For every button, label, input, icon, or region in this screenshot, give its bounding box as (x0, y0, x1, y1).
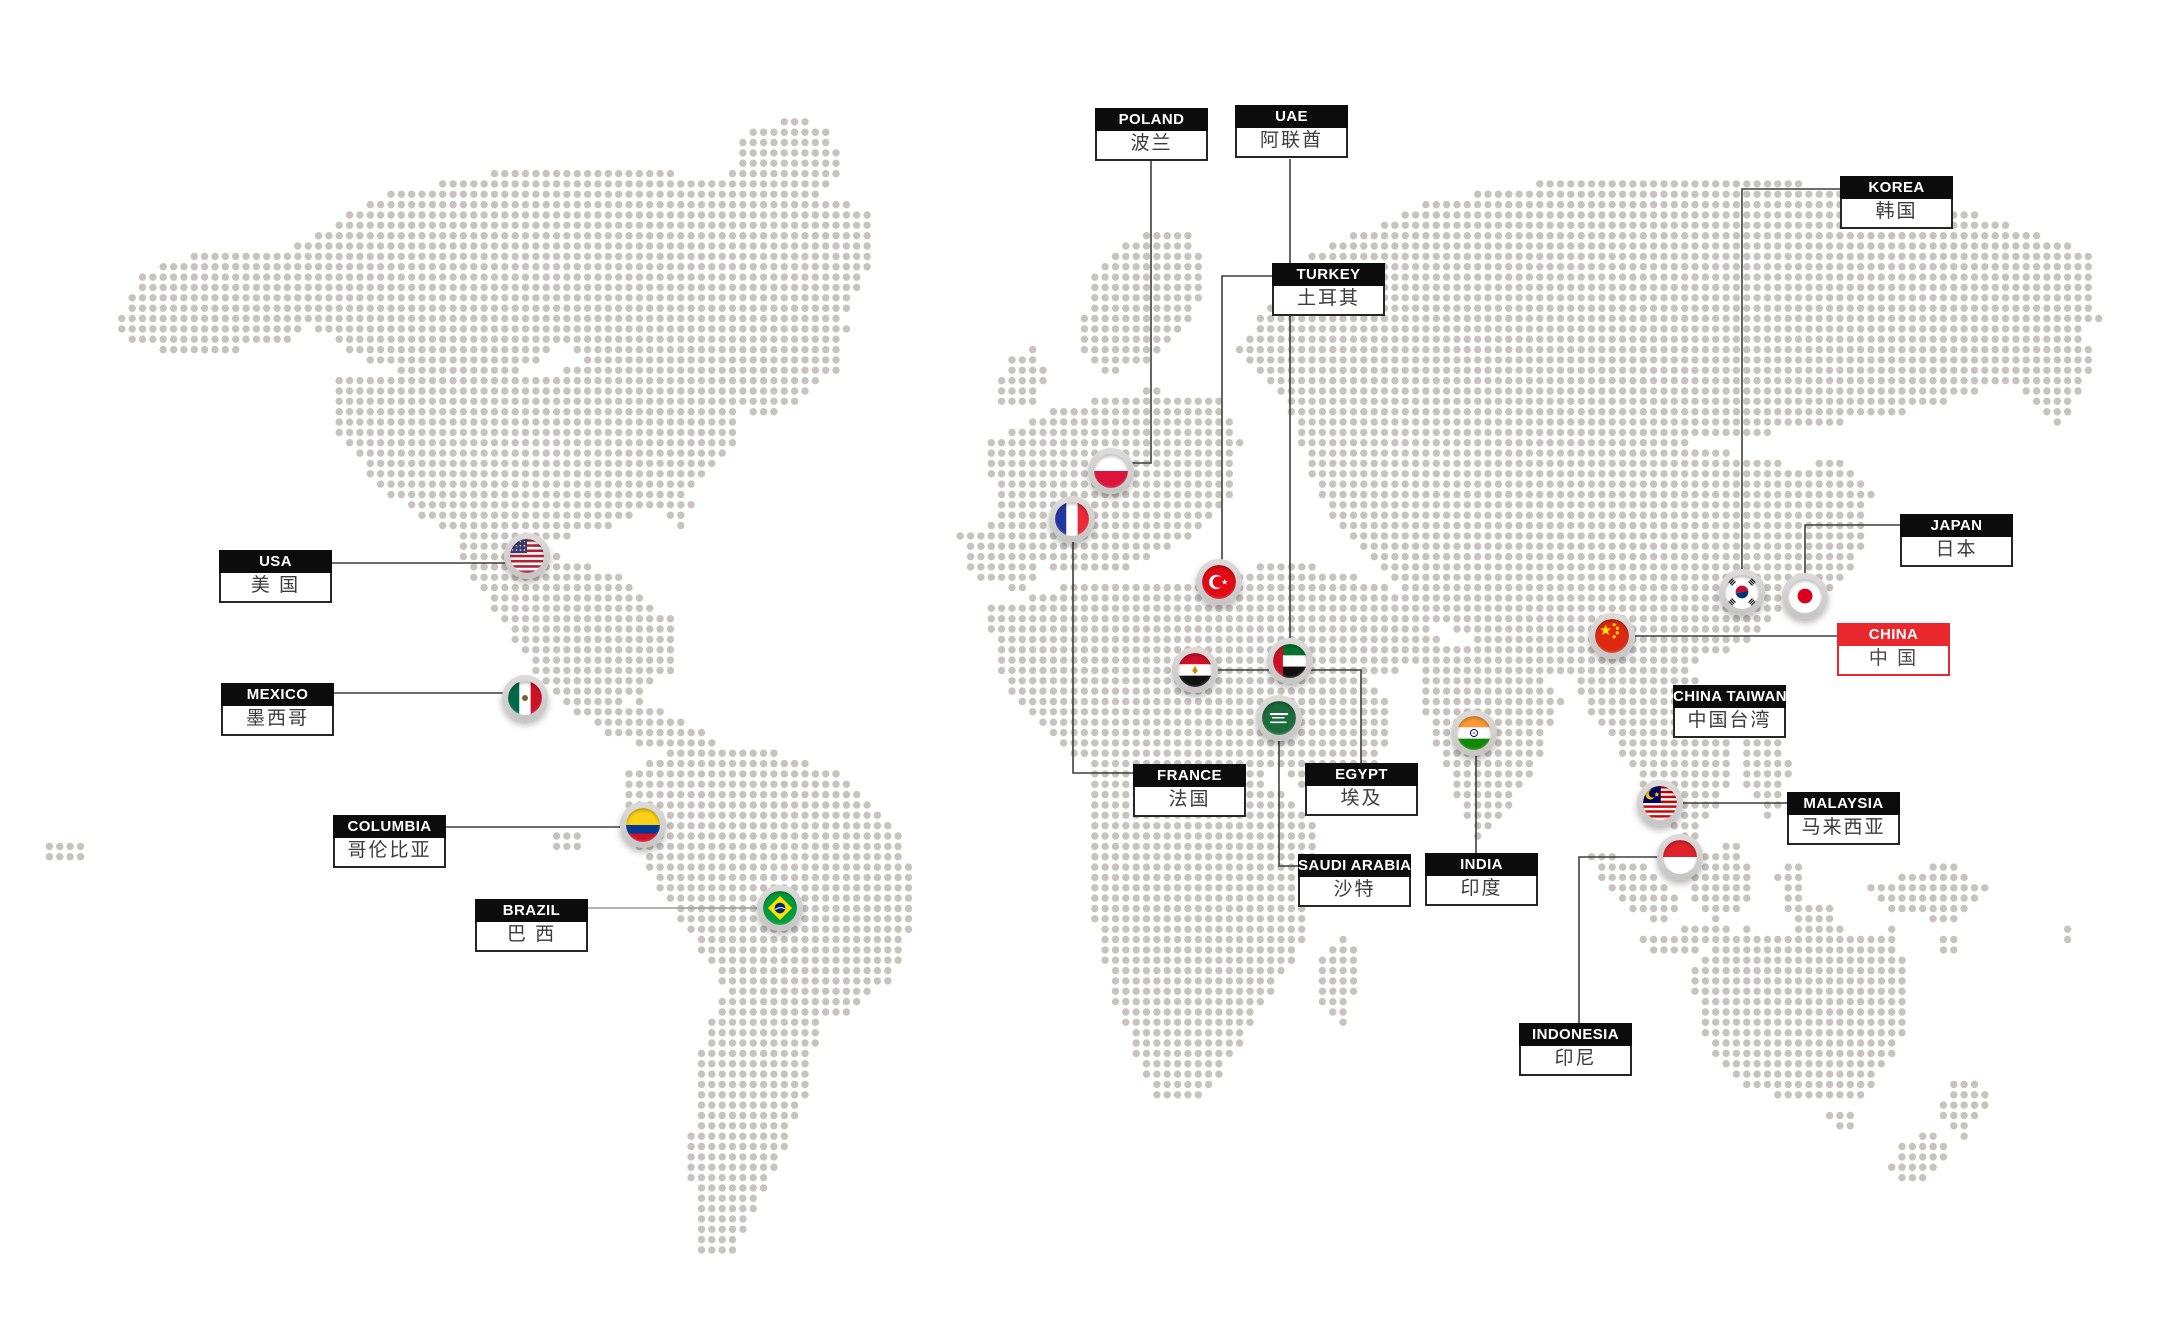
korea-flag-pin[interactable] (1719, 569, 1765, 615)
map-dots (45, 118, 2103, 1254)
mx-flag-icon (508, 681, 542, 715)
china-taiwan-label-zh: 中国台湾 (1673, 708, 1786, 738)
br-flag-icon (763, 891, 797, 925)
poland-label-en: POLAND (1095, 108, 1208, 131)
fr-flag-icon (1055, 502, 1089, 536)
japan-label-zh: 日本 (1900, 537, 2013, 567)
china-flag-pin[interactable] (1589, 613, 1635, 659)
china-taiwan-label-en: CHINA TAIWAN (1673, 685, 1787, 708)
indonesia-flag-pin[interactable] (1657, 834, 1703, 880)
japan-flag-pin[interactable] (1782, 573, 1828, 619)
france-flag-pin[interactable] (1049, 496, 1095, 542)
brazil-flag-pin[interactable] (757, 885, 803, 931)
china-taiwan-label: CHINA TAIWAN 中国台湾 (1673, 685, 1787, 738)
china-label-zh: 中 国 (1837, 646, 1950, 676)
indonesia-label-en: INDONESIA (1519, 1023, 1632, 1046)
indonesia-label-zh: 印尼 (1519, 1046, 1632, 1076)
india-label-zh: 印度 (1425, 876, 1538, 906)
japan-label-en: JAPAN (1900, 514, 2013, 537)
saudi-arabia-label-en: SAUDI ARABIA (1298, 854, 1411, 877)
usa-label-zh: 美 国 (219, 573, 332, 603)
turkey-flag-pin[interactable] (1196, 559, 1242, 605)
eg-flag-icon (1178, 653, 1212, 687)
cn-flag-icon (1595, 619, 1629, 653)
egypt-label-en: EGYPT (1305, 763, 1418, 786)
mexico-label-zh: 墨西哥 (221, 706, 334, 736)
turkey-leader-line (1221, 275, 1272, 582)
saudi-arabia-label: SAUDI ARABIA 沙特 (1298, 854, 1411, 907)
usa-label: USA 美 国 (219, 550, 332, 603)
tr-flag-icon (1202, 565, 1236, 599)
malaysia-flag-pin[interactable] (1637, 780, 1683, 826)
turkey-label-en: TURKEY (1272, 263, 1385, 286)
poland-label: POLAND 波兰 (1095, 108, 1208, 161)
saudi-arabia-flag-pin[interactable] (1256, 695, 1302, 741)
korea-label-en: KOREA (1840, 176, 1953, 199)
turkey-label-zh: 土耳其 (1272, 286, 1385, 316)
india-flag-pin[interactable] (1451, 710, 1497, 756)
malaysia-label: MALAYSIA 马来西亚 (1787, 792, 1900, 845)
japan-leader-line (1804, 524, 1900, 596)
usa-flag-pin[interactable] (504, 533, 550, 579)
columbia-flag-pin[interactable] (620, 802, 666, 848)
egypt-leader-line (1195, 669, 1362, 763)
poland-flag-pin[interactable] (1088, 448, 1134, 494)
turkey-label: TURKEY 土耳其 (1272, 263, 1385, 316)
korea-label-zh: 韩国 (1840, 199, 1953, 229)
usa-label-en: USA (219, 550, 332, 573)
co-flag-icon (626, 808, 660, 842)
india-label: INDIA 印度 (1425, 853, 1538, 906)
ae-flag-icon (1273, 644, 1307, 678)
mexico-flag-pin[interactable] (502, 675, 548, 721)
egypt-flag-pin[interactable] (1172, 647, 1218, 693)
korea-label: KOREA 韩国 (1840, 176, 1953, 229)
pl-flag-icon (1094, 454, 1128, 488)
china-label: CHINA 中 国 (1837, 623, 1950, 676)
malaysia-label-en: MALAYSIA (1787, 792, 1900, 815)
egypt-label-zh: 埃及 (1305, 786, 1418, 816)
in-flag-icon (1457, 716, 1491, 750)
sa-flag-icon (1262, 701, 1296, 735)
korea-leader-line (1741, 188, 1840, 592)
france-leader-line (1072, 519, 1133, 774)
india-label-en: INDIA (1425, 853, 1538, 876)
brazil-label: BRAZIL 巴 西 (475, 899, 588, 952)
uae-label: UAE 阿联酋 (1235, 105, 1348, 158)
poland-label-zh: 波兰 (1095, 131, 1208, 161)
jp-flag-icon (1788, 579, 1822, 613)
my-flag-icon (1643, 786, 1677, 820)
columbia-label-zh: 哥伦比亚 (333, 838, 446, 868)
mexico-label-en: MEXICO (221, 683, 334, 706)
china-label-en: CHINA (1837, 623, 1950, 646)
indonesia-leader-line (1578, 856, 1680, 1023)
malaysia-label-zh: 马来西亚 (1787, 815, 1900, 845)
brazil-label-zh: 巴 西 (475, 922, 588, 952)
indonesia-label: INDONESIA 印尼 (1519, 1023, 1632, 1076)
uae-flag-pin[interactable] (1267, 638, 1313, 684)
saudi-arabia-label-zh: 沙特 (1298, 877, 1411, 907)
japan-label: JAPAN 日本 (1900, 514, 2013, 567)
saudi-arabia-leader-line (1278, 718, 1298, 867)
brazil-label-en: BRAZIL (475, 899, 588, 922)
france-label: FRANCE 法国 (1133, 764, 1246, 817)
uae-label-en: UAE (1235, 105, 1348, 128)
kr-flag-icon (1725, 575, 1759, 609)
france-label-zh: 法国 (1133, 787, 1246, 817)
us-flag-icon (510, 539, 544, 573)
france-label-en: FRANCE (1133, 764, 1246, 787)
columbia-label: COLUMBIA 哥伦比亚 (333, 815, 446, 868)
uae-label-zh: 阿联酋 (1235, 128, 1348, 158)
mexico-label: MEXICO 墨西哥 (221, 683, 334, 736)
id-flag-icon (1663, 840, 1697, 874)
egypt-label: EGYPT 埃及 (1305, 763, 1418, 816)
columbia-label-en: COLUMBIA (333, 815, 446, 838)
